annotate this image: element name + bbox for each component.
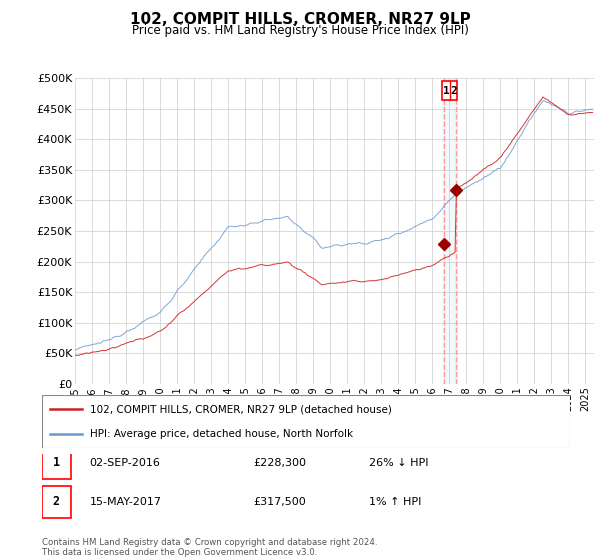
Text: 26% ↓ HPI: 26% ↓ HPI — [370, 458, 429, 468]
Bar — [443, 78, 457, 384]
Text: £317,500: £317,500 — [253, 497, 306, 507]
FancyBboxPatch shape — [42, 486, 71, 518]
FancyBboxPatch shape — [42, 447, 71, 479]
Text: 2: 2 — [53, 496, 60, 508]
Text: £228,300: £228,300 — [253, 458, 306, 468]
FancyBboxPatch shape — [442, 81, 457, 100]
Text: 2: 2 — [450, 86, 457, 96]
Text: 02-SEP-2016: 02-SEP-2016 — [89, 458, 160, 468]
FancyBboxPatch shape — [42, 395, 570, 448]
Text: 1: 1 — [53, 456, 60, 469]
Text: 102, COMPIT HILLS, CROMER, NR27 9LP (detached house): 102, COMPIT HILLS, CROMER, NR27 9LP (det… — [89, 404, 391, 414]
Text: 15-MAY-2017: 15-MAY-2017 — [89, 497, 161, 507]
Text: 1: 1 — [443, 86, 449, 96]
Text: Price paid vs. HM Land Registry's House Price Index (HPI): Price paid vs. HM Land Registry's House … — [131, 24, 469, 37]
Text: 102, COMPIT HILLS, CROMER, NR27 9LP: 102, COMPIT HILLS, CROMER, NR27 9LP — [130, 12, 470, 27]
Text: Contains HM Land Registry data © Crown copyright and database right 2024.
This d: Contains HM Land Registry data © Crown c… — [42, 538, 377, 557]
Text: HPI: Average price, detached house, North Norfolk: HPI: Average price, detached house, Nort… — [89, 428, 353, 438]
Text: 1% ↑ HPI: 1% ↑ HPI — [370, 497, 422, 507]
